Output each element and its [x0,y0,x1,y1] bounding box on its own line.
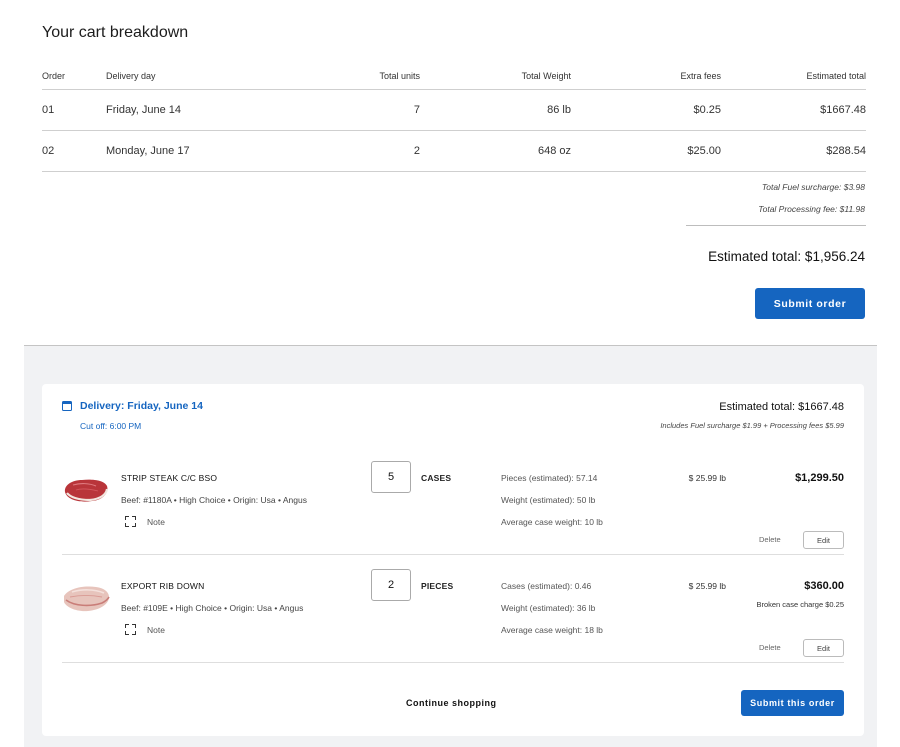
cutoff-time: Cut off: 6:00 PM [80,421,142,431]
estimated-total: $288.54 [826,145,866,157]
estimate-weight: Weight (estimated): 36 lb [501,603,596,613]
note-button[interactable]: Note [125,516,165,527]
note-label: Note [147,624,165,635]
line-total: $360.00 [804,580,844,592]
line-total: $1,299.50 [795,472,844,484]
continue-shopping-link[interactable]: Continue shopping [406,698,497,708]
delivery-day: Friday, June 14 [106,104,182,116]
delivery-day: Monday, June 17 [106,145,190,157]
product-description: Beef: #109E • High Choice • Origin: Usa … [121,603,304,613]
header-total-units: Total units [379,70,420,81]
estimate-cases: Cases (estimated): 0.46 [501,581,592,591]
rib-roast-image [64,586,110,612]
delivery-card: Delivery: Friday, June 14 Cut off: 6:00 … [42,384,864,736]
average-case-weight: Average case weight: 18 lb [501,625,603,635]
table-row: 02 Monday, June 17 2 648 oz $25.00 $288.… [42,131,866,172]
product-name: EXPORT RIB DOWN [121,581,205,591]
header-total-weight: Total Weight [521,70,571,81]
processing-fee: Total Processing fee: $11.98 [758,204,865,214]
estimated-total: $1667.48 [820,104,866,116]
section-divider [24,345,877,346]
grand-total: Estimated total: $1,956.24 [708,249,865,264]
quantity-unit: CASES [421,473,452,483]
unit-price: $ 25.99 lb [688,581,726,591]
table-header: Order Delivery day Total units Total Wei… [42,62,866,90]
order-number: 02 [42,145,55,157]
cart-breakdown-table: Order Delivery day Total units Total Wei… [42,62,866,172]
summary-divider [686,225,866,226]
submit-order-button[interactable]: Submit order [755,288,865,319]
expand-icon [125,624,136,635]
quantity-input[interactable] [371,569,411,601]
item-list: STRIP STEAK C/C BSO Beef: #1180A • High … [42,447,864,669]
card-estimated-total: Estimated total: $1667.48 [719,401,844,413]
product-name: STRIP STEAK C/C BSO [121,473,218,483]
total-units: 7 [413,104,420,116]
note-label: Note [147,516,165,527]
list-item: STRIP STEAK C/C BSO Beef: #1180A • High … [62,447,844,555]
quantity-input[interactable] [371,461,411,493]
item-estimates: Cases (estimated): 0.46 Weight (estimate… [501,581,603,647]
estimate-weight: Weight (estimated): 50 lb [501,495,596,505]
header-estimated-total: Estimated total [806,70,866,81]
total-weight: 648 oz [537,145,571,157]
extra-fees: $0.25 [693,104,721,116]
header-delivery-day: Delivery day [106,70,156,81]
note-button[interactable]: Note [125,624,165,635]
header-order: Order [42,70,66,81]
broken-case-charge: Broken case charge $0.25 [756,600,844,609]
unit-price: $ 25.99 lb [688,473,726,483]
average-case-weight: Average case weight: 10 lb [501,517,603,527]
delivery-heading[interactable]: Delivery: Friday, June 14 [62,400,203,412]
estimate-pieces: Pieces (estimated): 57.14 [501,473,598,483]
product-description: Beef: #1180A • High Choice • Origin: Usa… [121,495,307,505]
card-fees-note: Includes Fuel surcharge $1.99 + Processi… [660,421,844,430]
expand-icon [125,516,136,527]
total-weight: 86 lb [547,104,571,116]
order-number: 01 [42,104,55,116]
submit-this-order-button[interactable]: Submit this order [741,690,844,716]
header-extra-fees: Extra fees [680,70,721,81]
list-item: EXPORT RIB DOWN Beef: #109E • High Choic… [62,555,844,663]
delivery-title: Delivery: Friday, June 14 [80,400,203,412]
total-units: 2 [413,145,420,157]
delete-link[interactable]: Delete [759,535,781,544]
strip-steak-image [64,479,109,502]
edit-button[interactable]: Edit [803,531,844,549]
item-estimates: Pieces (estimated): 57.14 Weight (estima… [501,473,603,539]
table-row: 01 Friday, June 14 7 86 lb $0.25 $1667.4… [42,90,866,131]
fuel-surcharge: Total Fuel surcharge: $3.98 [761,182,865,192]
extra-fees: $25.00 [687,145,721,157]
quantity-unit: PIECES [421,581,454,591]
fee-summary: Total Fuel surcharge: $3.98 Total Proces… [685,181,865,225]
page-title: Your cart breakdown [42,24,189,41]
delete-link[interactable]: Delete [759,643,781,652]
edit-button[interactable]: Edit [803,639,844,657]
calendar-icon [62,401,72,411]
